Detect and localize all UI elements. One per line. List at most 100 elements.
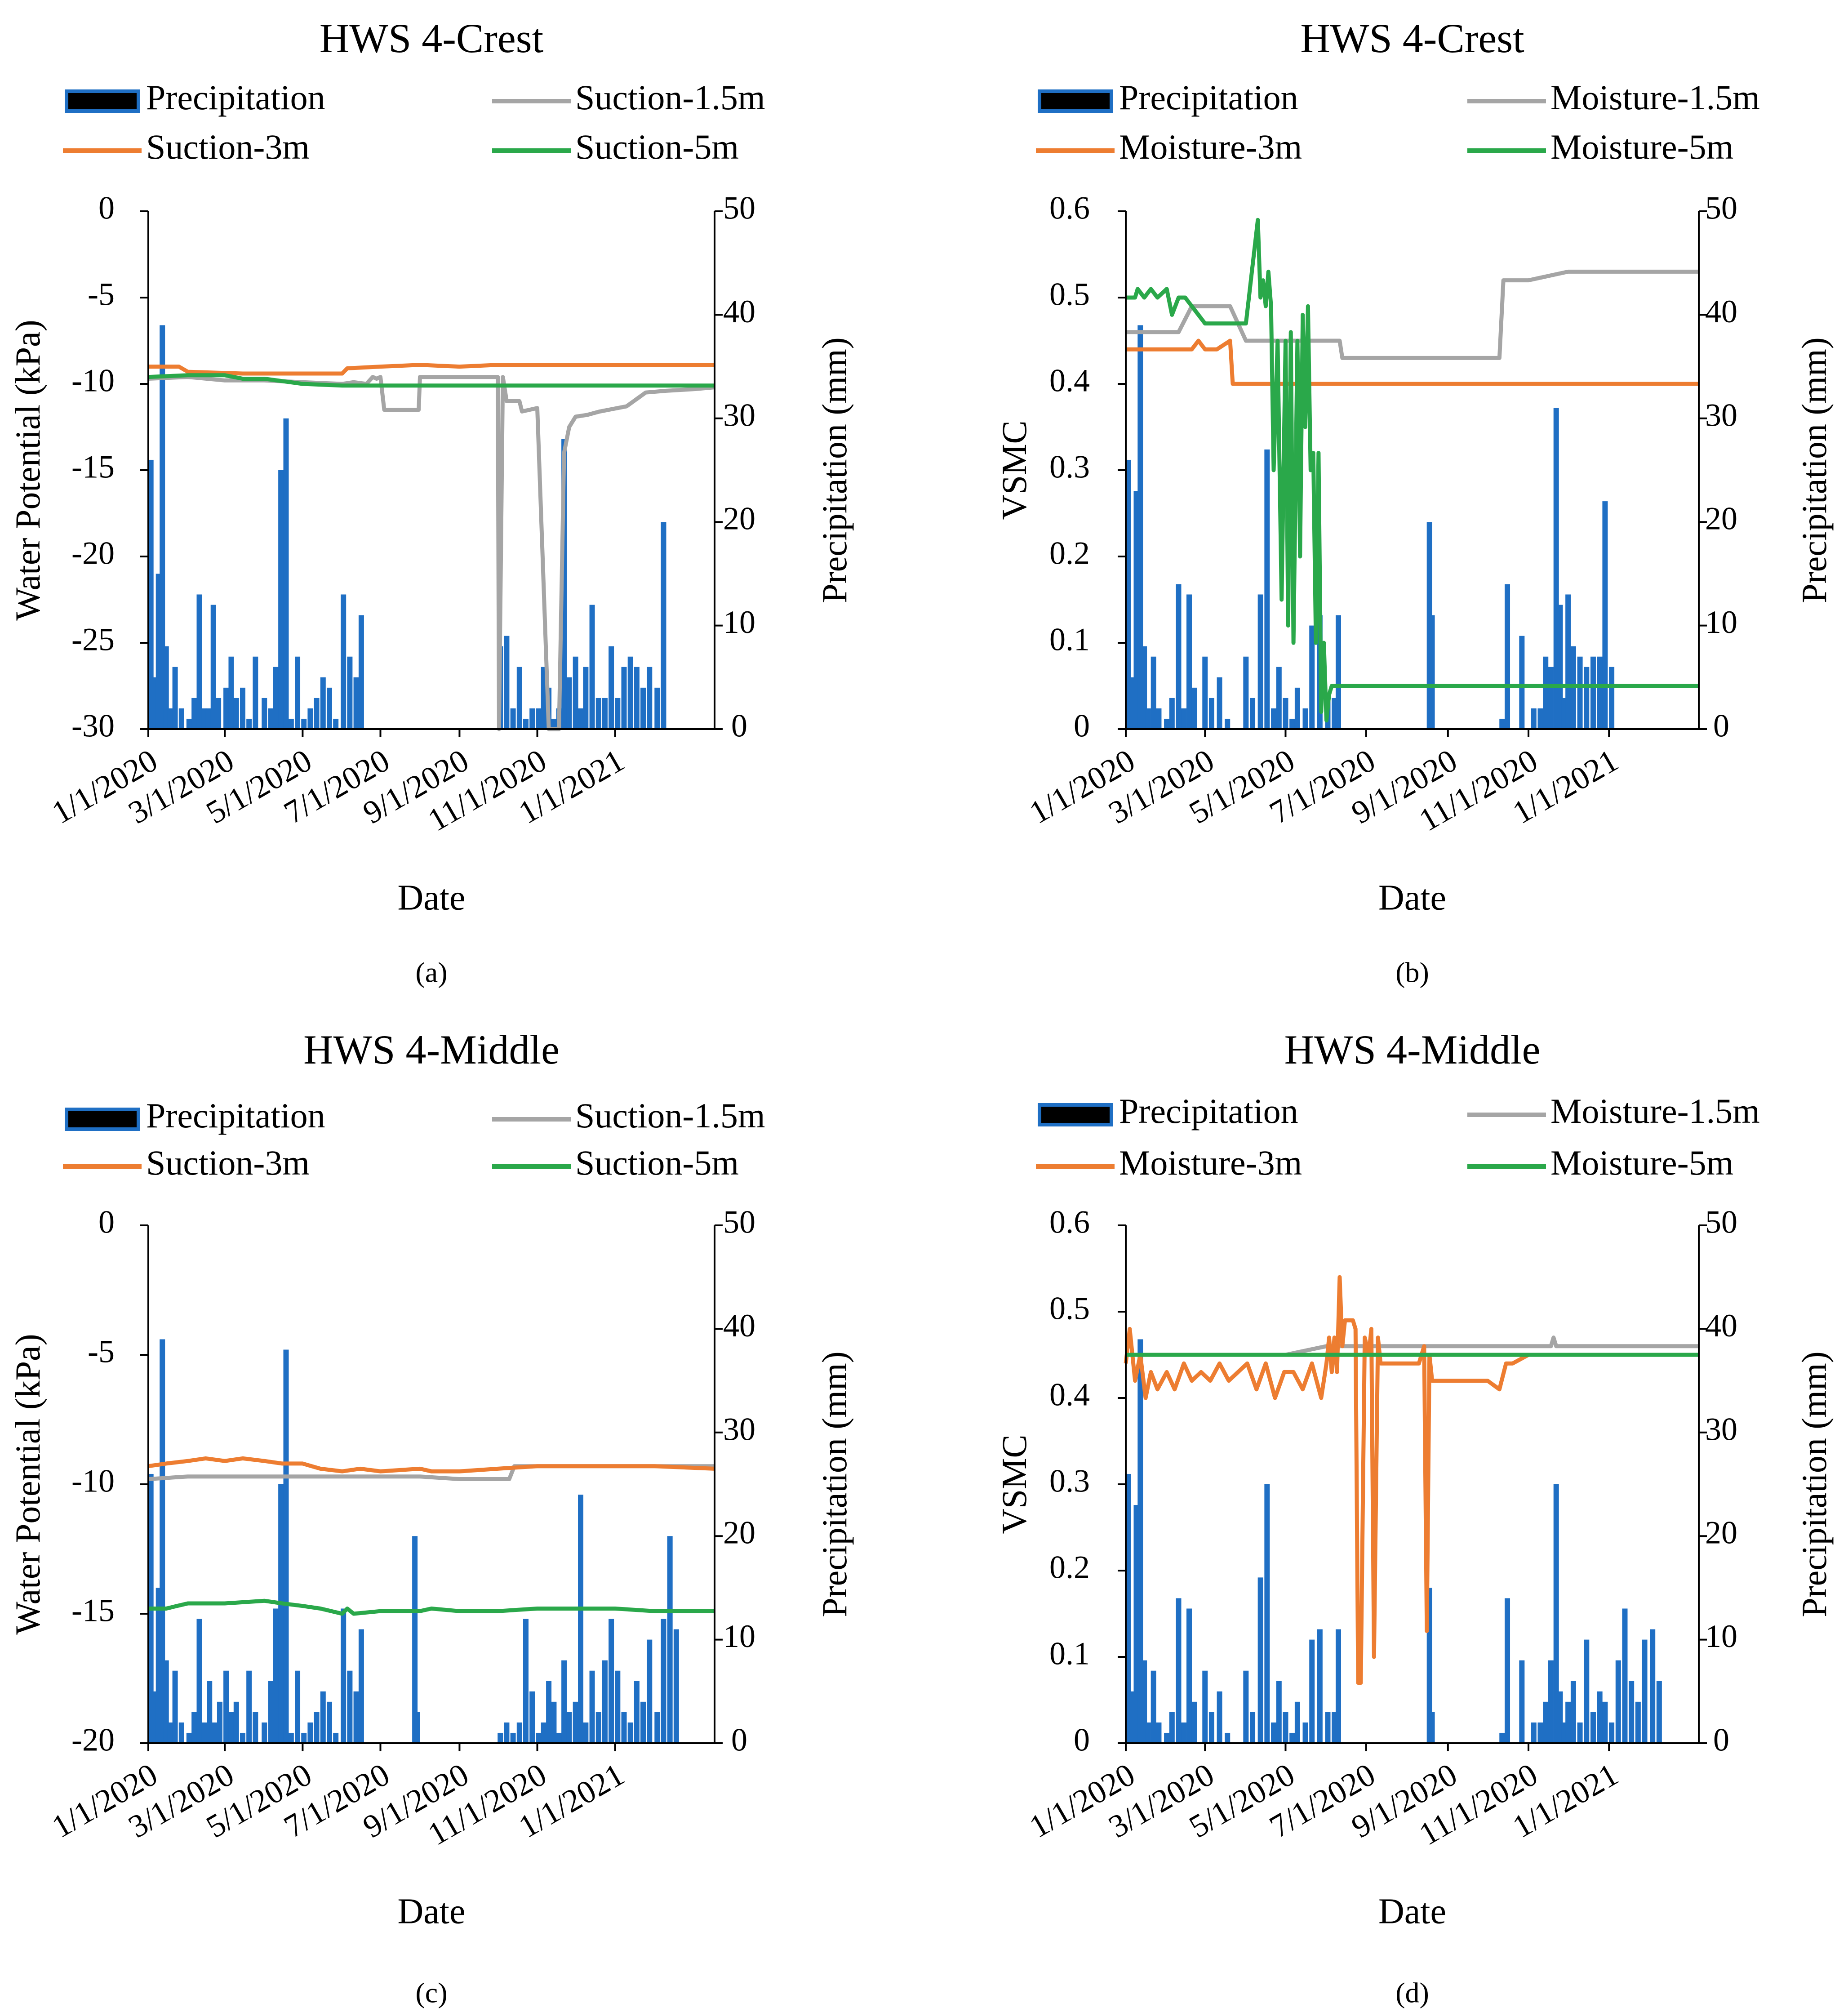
precipitation-bar	[1145, 708, 1151, 729]
chart-title: HWS 4-Middle	[1284, 1027, 1541, 1073]
precipitation-bar	[178, 1722, 184, 1743]
precipitation-bar	[288, 1732, 294, 1743]
precipitation-bar	[191, 698, 197, 729]
precipitation-bar	[1257, 1577, 1263, 1743]
precipitation-bar	[621, 667, 627, 729]
y-tick-label-left: 0.3	[1049, 1463, 1090, 1499]
series-line-moisture-5m	[1126, 218, 1699, 723]
legend-label: Moisture-1.5m	[1550, 78, 1760, 117]
y-tick-label-right: 30	[1705, 397, 1737, 433]
precipitation-bar	[283, 418, 289, 729]
y-tick-label-left: 0.2	[1049, 535, 1090, 571]
precipitation-bar	[1156, 708, 1162, 729]
series-line-suction-1-5m	[148, 375, 715, 731]
precipitation-bar	[627, 1722, 633, 1743]
precipitation-bar	[1597, 656, 1603, 729]
precipitation-bar	[295, 1670, 301, 1743]
precipitation-bar	[1548, 1660, 1554, 1743]
y-tick-label-left: 0.5	[1049, 1291, 1090, 1326]
precipitation-bar	[661, 522, 666, 729]
precipitation-bar	[240, 1732, 245, 1743]
precipitation-bar	[186, 1732, 192, 1743]
precipitation-bar	[205, 708, 211, 729]
precipitation-bar	[314, 1712, 320, 1743]
precipitation-bar	[1602, 501, 1608, 729]
precipitation-bar	[223, 1670, 229, 1743]
precipitation-bar	[288, 718, 294, 729]
y-tick-label-right: 20	[723, 1515, 755, 1551]
precipitation-bar	[341, 1608, 346, 1743]
legend: Precipitation Moisture-1.5m Moisture-3m Moi…	[1036, 78, 1760, 166]
precipitation-bar	[578, 1495, 584, 1743]
precipitation-bar	[504, 1722, 510, 1743]
legend-label: Suction-1.5m	[575, 1096, 765, 1135]
chart-title: HWS 4-Crest	[1300, 15, 1524, 61]
precipitation-bar	[529, 1691, 535, 1743]
precipitation-bar	[541, 1722, 546, 1743]
precipitation-bar	[1264, 449, 1270, 729]
precipitation-bar	[1145, 1722, 1151, 1743]
y-tick-label-right: 10	[723, 1618, 755, 1654]
precipitation-bar	[283, 1349, 289, 1743]
legend-label: Moisture-1.5m	[1550, 1091, 1760, 1131]
y-axis-title-right: Precipitation (mm)	[1795, 337, 1834, 603]
chart-panel-3: HWS 4-Middle Precipitation Suction-1.5m Suc…	[8, 1027, 854, 2009]
precipitation-bar	[615, 1670, 621, 1743]
precipitation-bar	[1590, 1712, 1596, 1743]
precipitation-bar	[1615, 1660, 1621, 1743]
precipitation-bar	[510, 1732, 516, 1743]
precipitation-bar	[1283, 698, 1288, 729]
y-tick-label-right: 10	[1705, 1618, 1737, 1654]
precipitation-bar	[1264, 1484, 1270, 1743]
precipitation-bar	[233, 1701, 239, 1743]
precipitation-bar	[172, 1670, 178, 1743]
precipitation-bar	[583, 667, 589, 729]
precipitation-bar	[1217, 677, 1222, 729]
precipitation-bar	[551, 1701, 557, 1743]
precipitation-bars	[1125, 325, 1615, 729]
precipitation-bar	[295, 656, 301, 729]
precipitation-bar	[1429, 1712, 1435, 1743]
precipitation-bar	[1543, 1701, 1549, 1743]
precipitation-bar	[1537, 1722, 1543, 1743]
precipitation-bar	[1309, 1639, 1315, 1743]
y-tick-label-left: -20	[71, 1722, 115, 1758]
legend-label: Precipitation	[1119, 78, 1298, 117]
legend: Precipitation Suction-1.5m Suction-3m Sucti…	[63, 78, 765, 166]
precipitation-bar	[661, 1619, 666, 1743]
precipitation-bar	[268, 1681, 274, 1743]
precipitation-bar	[573, 1701, 578, 1743]
y-tick-label-right: 50	[723, 190, 755, 226]
precipitation-bar	[1531, 1722, 1537, 1743]
precipitation-bar	[1186, 1608, 1192, 1743]
precipitation-bar	[1225, 718, 1231, 729]
precipitation-bar	[602, 698, 608, 729]
precipitation-bar	[536, 708, 542, 729]
y-tick-label-left: -10	[71, 363, 115, 399]
y-tick-label-right: 50	[1705, 190, 1737, 226]
y-tick-label-left: 0.4	[1049, 1377, 1090, 1413]
precipitation-bar	[1289, 1732, 1295, 1743]
series-line-suction-5m	[148, 1598, 715, 1616]
y-tick-label-left: 0	[98, 1204, 115, 1240]
precipitation-bar	[1202, 656, 1208, 729]
precipitation-bar	[307, 708, 313, 729]
precipitation-bar	[1250, 698, 1256, 729]
precipitation-bar	[498, 1732, 503, 1743]
precipitation-bar	[347, 1670, 353, 1743]
legend-swatch-precipitation	[1038, 1103, 1113, 1126]
legend-swatch-precipitation	[65, 89, 140, 113]
precipitation-bar	[167, 1722, 173, 1743]
y-tick-label-right: 30	[1705, 1411, 1737, 1447]
precipitation-bar	[228, 1712, 234, 1743]
y-tick-label-left: 0.6	[1049, 190, 1090, 226]
precipitation-bar	[223, 687, 229, 729]
precipitation-bar	[1317, 1629, 1323, 1743]
precipitation-bar	[583, 1722, 589, 1743]
precipitation-bar	[262, 1722, 267, 1743]
precipitation-bar	[1642, 1639, 1648, 1743]
legend: Precipitation Suction-1.5m Suction-3m Sucti…	[63, 1096, 765, 1182]
precipitation-bar	[326, 1701, 332, 1743]
y-tick-label-right: 0	[731, 1722, 747, 1758]
y-axis-title-left: Water Potential (kPa)	[8, 1334, 47, 1635]
